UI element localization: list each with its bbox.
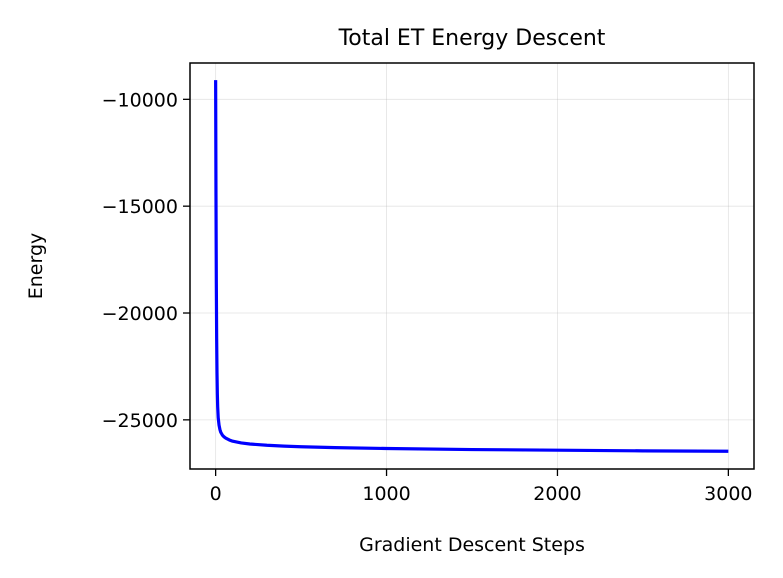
x-axis-ticks: 0 1000 2000 3000: [210, 469, 753, 505]
x-tick-label: 0: [210, 483, 222, 505]
x-tick-label: 3000: [704, 483, 752, 505]
y-tick-label: −25000: [102, 410, 178, 432]
grid: [190, 63, 754, 469]
series-layer: [214, 80, 729, 453]
chart-title: Total ET Energy Descent: [338, 26, 606, 51]
x-tick-label: 1000: [362, 483, 410, 505]
x-axis-label: Gradient Descent Steps: [359, 534, 585, 556]
y-axis-ticks: −10000 −15000 −20000 −25000: [102, 89, 190, 432]
y-axis-label: Energy: [25, 233, 47, 300]
plot-frame: [189, 62, 755, 470]
series-line: [214, 80, 729, 453]
y-tick-label: −20000: [102, 303, 178, 325]
y-tick-label: −15000: [102, 196, 178, 218]
x-tick-label: 2000: [533, 483, 581, 505]
y-tick-label: −10000: [102, 89, 178, 111]
